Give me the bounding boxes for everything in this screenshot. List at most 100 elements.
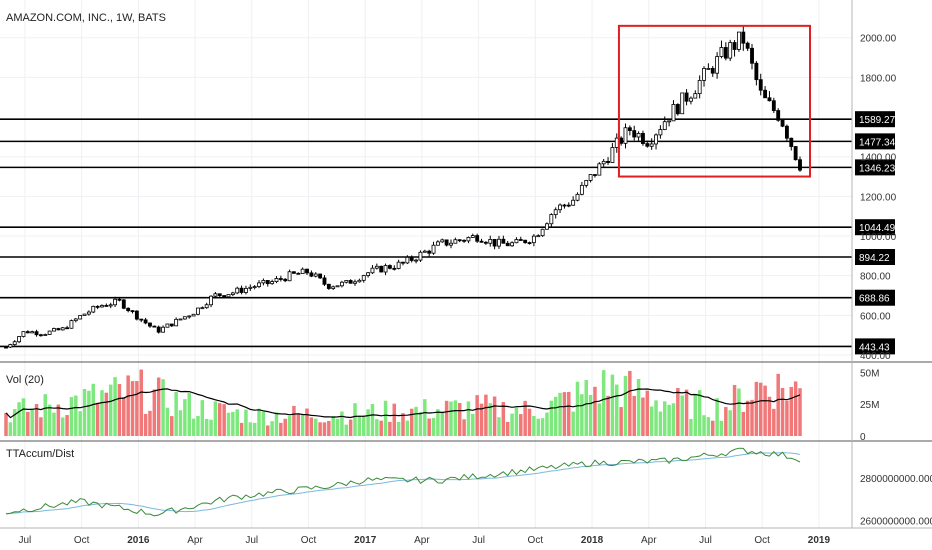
volume-bar bbox=[623, 375, 628, 436]
volume-bar bbox=[187, 392, 191, 436]
volume-bar bbox=[274, 412, 279, 436]
price-axis[interactable]: 400.00600.00800.001000.001200.001400.001… bbox=[860, 34, 897, 362]
volume-bar bbox=[91, 383, 95, 436]
volume-bar bbox=[798, 388, 802, 436]
candle-body bbox=[348, 280, 353, 284]
time-tick-label: Apr bbox=[414, 535, 430, 546]
candle-body bbox=[353, 281, 357, 284]
price-level-badge bbox=[855, 289, 895, 306]
candle-body bbox=[728, 42, 733, 59]
volume-bar bbox=[475, 395, 479, 436]
volume-bar bbox=[501, 401, 506, 436]
candle-body bbox=[619, 137, 624, 144]
candle-body bbox=[117, 298, 122, 301]
volume-bar bbox=[335, 418, 340, 436]
volume-bar bbox=[196, 415, 200, 436]
candle-body bbox=[736, 31, 741, 50]
candle-body bbox=[784, 125, 789, 139]
volume-bar bbox=[388, 421, 392, 436]
volume-bar bbox=[191, 418, 196, 436]
volume-bar bbox=[370, 403, 375, 436]
candle-body bbox=[636, 132, 641, 138]
candle-body bbox=[69, 320, 74, 329]
volume-bar bbox=[143, 413, 148, 436]
candle-body bbox=[540, 228, 545, 237]
candle-body bbox=[191, 313, 196, 317]
volume-bar bbox=[100, 390, 104, 436]
candle-body bbox=[56, 328, 61, 331]
candle-body bbox=[518, 239, 523, 241]
candle-body bbox=[750, 47, 754, 64]
candle-body bbox=[706, 68, 711, 70]
candle-body bbox=[182, 316, 187, 320]
volume-bar bbox=[401, 413, 405, 436]
volume-bar bbox=[218, 403, 222, 436]
volume-bar bbox=[741, 411, 746, 436]
candle-body bbox=[562, 204, 567, 207]
candle-body bbox=[296, 272, 301, 275]
volume-bar bbox=[444, 400, 449, 436]
volume-bar bbox=[431, 417, 436, 436]
volume-bar bbox=[309, 417, 314, 436]
candle-body bbox=[479, 240, 484, 243]
candle-body bbox=[588, 174, 593, 181]
volume-bar bbox=[361, 415, 366, 436]
candle-body bbox=[606, 160, 610, 163]
candle-body bbox=[270, 281, 275, 285]
candle-body bbox=[130, 310, 135, 313]
volume-bar bbox=[575, 381, 580, 436]
candle-body bbox=[187, 315, 192, 318]
candle-body bbox=[313, 273, 318, 277]
volume-bar bbox=[296, 413, 301, 436]
volume-bar bbox=[558, 392, 562, 436]
candle-body bbox=[387, 265, 392, 269]
volume-bar bbox=[39, 417, 43, 436]
accum-tick-label: 2600000000.0000 bbox=[860, 517, 932, 528]
volume-bar bbox=[615, 384, 619, 436]
price-level-badge bbox=[855, 133, 895, 150]
time-tick-label: Jul bbox=[19, 535, 32, 546]
candle-body bbox=[43, 334, 48, 336]
candle-body bbox=[414, 259, 419, 262]
price-level-label: 688.86 bbox=[859, 294, 890, 305]
candle-body bbox=[34, 331, 39, 336]
candle-body bbox=[501, 238, 506, 244]
volume-bar bbox=[453, 400, 458, 436]
candle-body bbox=[370, 267, 375, 274]
volume-bar bbox=[536, 418, 540, 436]
candle-body bbox=[658, 129, 663, 136]
candle-body bbox=[457, 239, 462, 242]
candle-body bbox=[47, 330, 52, 335]
volume-bar bbox=[287, 416, 292, 436]
volume-bar bbox=[26, 411, 30, 436]
volume-bar bbox=[649, 406, 654, 436]
time-tick-label: Jul bbox=[245, 535, 258, 546]
volume-bar bbox=[593, 386, 597, 436]
volume-bar bbox=[165, 407, 170, 436]
volume-bar bbox=[680, 395, 684, 436]
volume-bar bbox=[174, 391, 178, 436]
price-level-label: 1044.49 bbox=[859, 223, 896, 234]
candle-body bbox=[632, 130, 637, 138]
candle-body bbox=[798, 159, 802, 171]
candle-body bbox=[86, 311, 91, 315]
candle-body bbox=[143, 319, 148, 324]
candle-body bbox=[449, 242, 453, 246]
volume-tick-label: 0 bbox=[860, 432, 866, 443]
time-tick-label: Oct bbox=[74, 535, 90, 546]
candle-body bbox=[527, 242, 532, 245]
candle-body bbox=[209, 295, 213, 306]
time-axis[interactable]: Jul Oct 2016 Apr Jul Oct 2017 Apr Jul Oct 2018 Apr J… bbox=[19, 535, 831, 546]
candle-body bbox=[422, 250, 427, 253]
candle-body bbox=[283, 278, 288, 282]
candle-body bbox=[374, 265, 379, 269]
volume-bar bbox=[414, 406, 418, 436]
volume-bar bbox=[737, 388, 741, 436]
candle-body bbox=[771, 100, 776, 111]
candle-body bbox=[435, 241, 440, 246]
volume-bar bbox=[505, 421, 510, 436]
volume-bar bbox=[619, 407, 623, 436]
candle-body bbox=[745, 42, 750, 49]
candle-body bbox=[152, 325, 157, 328]
